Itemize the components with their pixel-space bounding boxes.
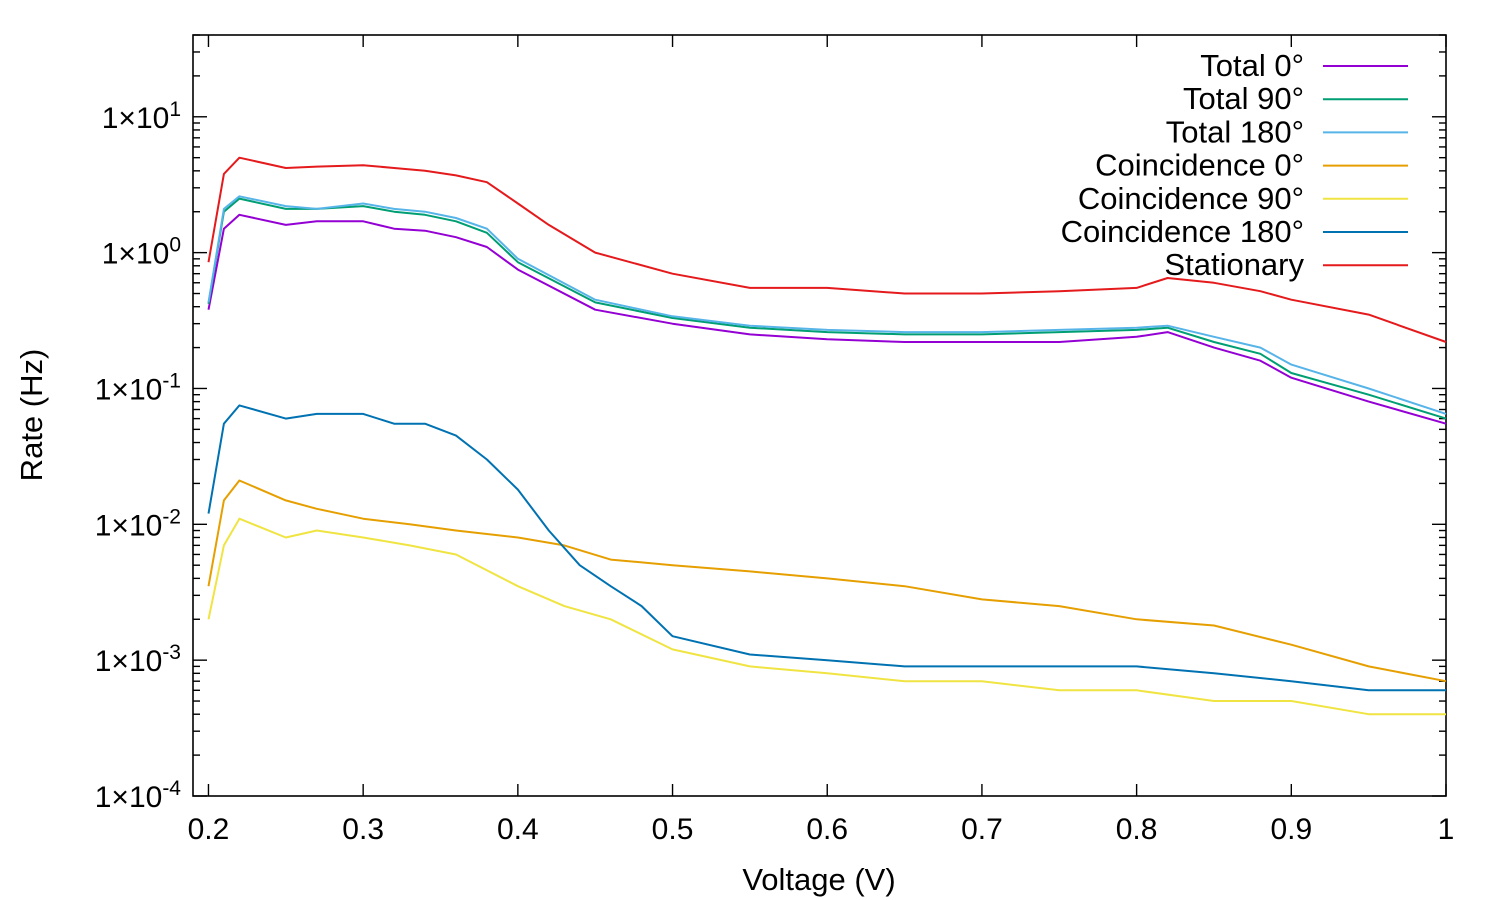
legend-label: Coincidence 90° bbox=[1078, 181, 1304, 216]
legend-label: Stationary bbox=[1164, 247, 1304, 282]
x-tick-label: 0.3 bbox=[342, 813, 384, 846]
series-line-stationary bbox=[207, 156, 1447, 343]
y-tick-label: 1×10-4 bbox=[95, 777, 182, 814]
y-tick-label: 1×10-3 bbox=[95, 641, 181, 678]
legend-label: Total 0° bbox=[1200, 48, 1304, 83]
x-tick-label: 0.9 bbox=[1270, 813, 1312, 846]
x-axis-label: Voltage (V) bbox=[742, 862, 895, 897]
series-line-coincidence-180 bbox=[207, 404, 1446, 692]
legend: Total 0°Total 90°Total 180°Coincidence 0… bbox=[1061, 48, 1408, 282]
y-tick-label: 1×10-2 bbox=[95, 505, 181, 542]
series-line-coincidence-90 bbox=[207, 517, 1446, 716]
y-axis-ticks: 1×101 1×100 1×10-1 1×10-2 1×10-3 1×10-4 bbox=[95, 34, 1446, 814]
legend-label: Total 90° bbox=[1183, 81, 1304, 116]
y-tick-label: 1×100 bbox=[102, 234, 181, 271]
y-tick-label: 1×101 bbox=[102, 98, 181, 135]
series-line-coincidence-0 bbox=[207, 479, 1447, 683]
legend-label: Coincidence 180° bbox=[1061, 214, 1304, 249]
y-axis-label: Rate (Hz) bbox=[14, 349, 49, 482]
series-line-total-0 bbox=[207, 213, 1447, 425]
series-line-total-180 bbox=[207, 195, 1447, 415]
x-tick-label: 0.5 bbox=[652, 813, 694, 846]
y-tick-label: 1×10-1 bbox=[95, 369, 181, 406]
x-axis-ticks: 0.2 0.3 0.4 0.5 0.6 0.7 0.8 0.9 1 bbox=[188, 35, 1455, 846]
plot-frame bbox=[192, 34, 1447, 797]
x-tick-label: 0.7 bbox=[961, 813, 1003, 846]
x-tick-label: 0.4 bbox=[497, 813, 539, 846]
series-group bbox=[207, 156, 1447, 716]
x-tick-label: 1 bbox=[1438, 813, 1455, 846]
x-tick-label: 0.2 bbox=[188, 813, 230, 846]
x-tick-label: 0.6 bbox=[806, 813, 848, 846]
legend-label: Total 180° bbox=[1166, 114, 1304, 149]
x-tick-label: 0.8 bbox=[1116, 813, 1158, 846]
legend-label: Coincidence 0° bbox=[1095, 148, 1304, 183]
